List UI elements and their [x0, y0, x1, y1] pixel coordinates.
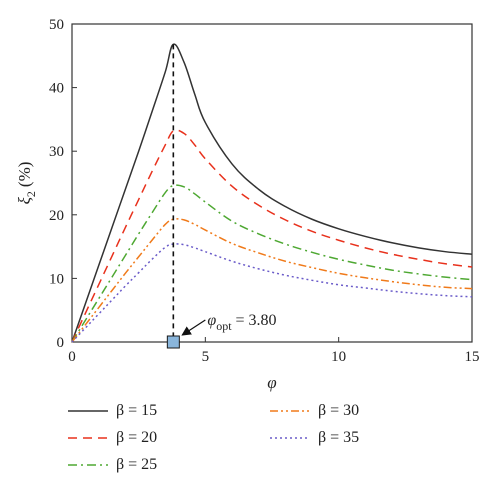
- legend-swatch-1: [68, 410, 108, 412]
- legend-item-1: β = 15: [68, 400, 157, 422]
- y-tick-label: 20: [49, 208, 64, 224]
- optimum-marker: [166, 335, 180, 349]
- y-axis-symbol: ξ: [15, 196, 34, 204]
- legend-swatch-2: [68, 437, 108, 439]
- legend-item-4: β = 30: [270, 400, 359, 422]
- y-tick-label: 30: [49, 144, 64, 160]
- legend-item-2: β = 20: [68, 427, 157, 449]
- y-axis-subscript: 2: [24, 191, 38, 197]
- annotation-arrow: [181, 319, 206, 336]
- annotation-value: = 3.80: [232, 312, 277, 329]
- axis-ticks: 0 5 10 15 0 10 20 30 40 50: [49, 17, 480, 365]
- series-group: [71, 43, 473, 343]
- legend-item-5: β = 35: [270, 427, 359, 449]
- y-axis-title: ξ2 (%): [15, 162, 38, 205]
- legend-item-3: β = 25: [68, 454, 157, 476]
- legend-label-5: β = 35: [318, 429, 360, 446]
- series-line-1: [71, 43, 473, 343]
- series-line-2: [71, 129, 473, 343]
- x-tick-label: 5: [202, 349, 210, 365]
- y-tick-label: 0: [57, 335, 65, 351]
- legend-swatch-5: [270, 437, 310, 439]
- legend-swatch-3: [68, 464, 108, 466]
- x-tick-label: 15: [465, 349, 480, 365]
- plot-area-frame: [71, 23, 473, 343]
- x-tick-label: 0: [68, 349, 76, 365]
- legend-label-4: β = 30: [318, 402, 360, 419]
- y-tick-label: 10: [49, 271, 64, 287]
- annotation-subscript: opt: [216, 319, 232, 333]
- series-line-3: [71, 184, 473, 343]
- x-tick-label: 10: [331, 349, 346, 365]
- legend: β = 15 β = 20 β = 25 β = 30 β = 35: [68, 400, 488, 480]
- annotation-symbol: φ: [207, 312, 216, 329]
- legend-label-1: β = 15: [116, 402, 158, 419]
- legend-swatch-4: [270, 410, 310, 412]
- legend-label-3: β = 25: [116, 456, 158, 473]
- y-axis-unit: (%): [15, 162, 34, 187]
- optimum-annotation: φopt = 3.80: [207, 312, 276, 333]
- y-tick-label: 50: [49, 17, 64, 33]
- legend-label-2: β = 20: [116, 429, 158, 446]
- x-axis-title: φ: [267, 373, 276, 392]
- y-tick-label: 40: [49, 81, 64, 97]
